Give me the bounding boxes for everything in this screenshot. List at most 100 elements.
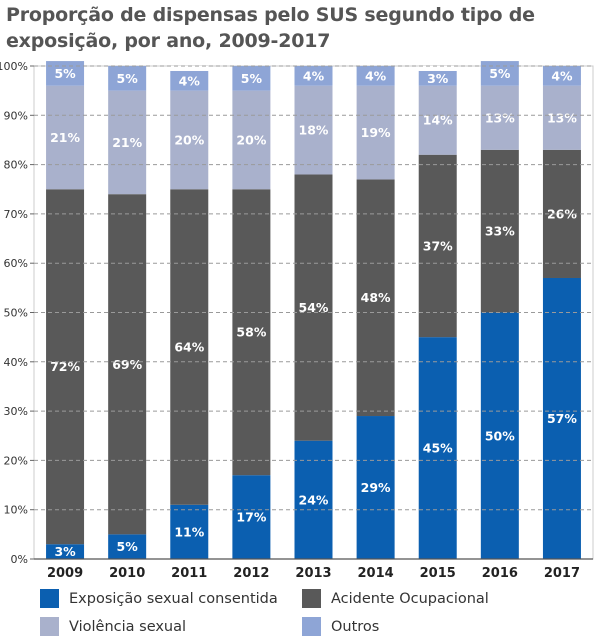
data-label: 64% xyxy=(174,340,204,355)
bar-segment xyxy=(418,70,457,86)
legend-item-violencia: Violência sexual xyxy=(40,617,186,636)
bar-segment xyxy=(542,277,581,559)
x-tick-label: 2009 xyxy=(47,566,83,581)
legend-label-exposicao: Exposição sexual consentida xyxy=(69,590,278,607)
bar-segment xyxy=(108,194,147,535)
bar-segment xyxy=(480,61,519,86)
bar-segment xyxy=(170,70,209,91)
bar-segment xyxy=(46,61,85,86)
bar-segment xyxy=(480,85,519,150)
bar-segment xyxy=(294,85,333,175)
bar-segment xyxy=(170,189,209,505)
chart-title: Proporção de dispensas pelo SUS segundo … xyxy=(6,4,535,52)
x-tick-label: 2016 xyxy=(482,566,518,581)
data-label: 14% xyxy=(423,113,453,128)
data-label: 4% xyxy=(303,68,325,83)
legend-swatch-violencia xyxy=(40,617,59,636)
data-label: 5% xyxy=(489,66,511,81)
bar-segment xyxy=(170,504,209,559)
data-label: 13% xyxy=(485,110,515,125)
data-label: 5% xyxy=(54,66,76,81)
x-tick-label: 2010 xyxy=(109,566,145,581)
legend-item-acidente: Acidente Ocupacional xyxy=(302,589,489,608)
data-label: 3% xyxy=(54,544,76,559)
y-tick-label: 10% xyxy=(4,504,28,517)
x-tick-label: 2013 xyxy=(295,566,331,581)
data-label: 4% xyxy=(365,68,387,83)
data-label: 54% xyxy=(299,300,329,315)
data-label: 37% xyxy=(423,238,453,253)
data-label: 21% xyxy=(112,135,142,150)
bar-segment xyxy=(46,85,85,190)
y-tick-label: 20% xyxy=(4,454,28,467)
legend-item-outros: Outros xyxy=(302,617,379,636)
data-label: 3% xyxy=(427,71,449,86)
y-tick-label: 70% xyxy=(4,208,28,221)
data-label: 5% xyxy=(117,539,139,554)
legend-label-acidente: Acidente Ocupacional xyxy=(331,590,489,607)
bar-segment xyxy=(480,149,519,313)
bar-segment xyxy=(418,337,457,559)
bar-segment xyxy=(170,90,209,190)
bar-segment xyxy=(108,534,147,559)
x-tick-label: 2011 xyxy=(171,566,207,581)
data-label: 21% xyxy=(50,130,80,145)
y-tick-label: 90% xyxy=(4,109,28,122)
y-tick-label: 40% xyxy=(4,356,28,369)
x-tick-label: 2017 xyxy=(544,566,580,581)
bar-segment xyxy=(418,85,457,155)
bar-segment xyxy=(46,189,85,545)
data-label: 5% xyxy=(117,71,139,86)
data-label: 20% xyxy=(236,132,266,147)
bar-segment xyxy=(232,189,271,476)
bar-segment xyxy=(232,66,271,91)
bar-segment xyxy=(480,312,519,559)
data-label: 4% xyxy=(551,68,573,83)
x-tick-label: 2014 xyxy=(358,566,394,581)
legend-label-violencia: Violência sexual xyxy=(69,618,187,635)
y-tick-label: 80% xyxy=(4,159,28,172)
legend-swatch-acidente xyxy=(302,589,321,608)
data-label: 57% xyxy=(547,411,577,426)
data-label: 18% xyxy=(299,123,329,138)
bar-remainder xyxy=(418,66,457,71)
legend: Exposição sexual consentida Acidente Ocu… xyxy=(0,586,600,636)
bar-segment xyxy=(418,154,457,338)
bar-segment xyxy=(542,66,581,86)
bar-segment xyxy=(232,475,271,559)
data-label: 29% xyxy=(361,480,391,495)
data-label: 69% xyxy=(112,357,142,372)
data-label: 20% xyxy=(174,132,204,147)
y-tick-label: 50% xyxy=(4,307,28,320)
data-label: 17% xyxy=(236,510,266,525)
bar-segment xyxy=(232,90,271,190)
data-label: 11% xyxy=(174,524,204,539)
y-tick-label: 30% xyxy=(4,405,28,418)
bar-segment xyxy=(108,66,147,91)
x-tick-label: 2012 xyxy=(233,566,269,581)
data-label: 45% xyxy=(423,441,453,456)
bar-segment xyxy=(294,66,333,86)
data-label: 19% xyxy=(361,125,391,140)
bar-segment xyxy=(356,416,395,559)
data-label: 48% xyxy=(361,290,391,305)
bar-segment xyxy=(356,85,395,180)
y-tick-label: 60% xyxy=(4,257,28,270)
data-label: 33% xyxy=(485,224,515,239)
legend-label-outros: Outros xyxy=(331,618,380,635)
data-label: 50% xyxy=(485,428,515,443)
bar-remainder xyxy=(170,66,209,71)
bar-segment xyxy=(356,179,395,417)
data-label: 72% xyxy=(50,359,80,374)
bar-segment xyxy=(542,85,581,150)
legend-swatch-exposicao xyxy=(40,589,59,608)
data-label: 13% xyxy=(547,110,577,125)
y-tick-label: 0% xyxy=(11,553,28,566)
x-tick-label: 2015 xyxy=(420,566,456,581)
data-label: 4% xyxy=(179,73,201,88)
bar-segment xyxy=(108,90,147,195)
data-label: 24% xyxy=(299,492,329,507)
bar-segment xyxy=(294,174,333,441)
y-tick-label: 100% xyxy=(0,60,28,73)
legend-swatch-outros xyxy=(302,617,321,636)
